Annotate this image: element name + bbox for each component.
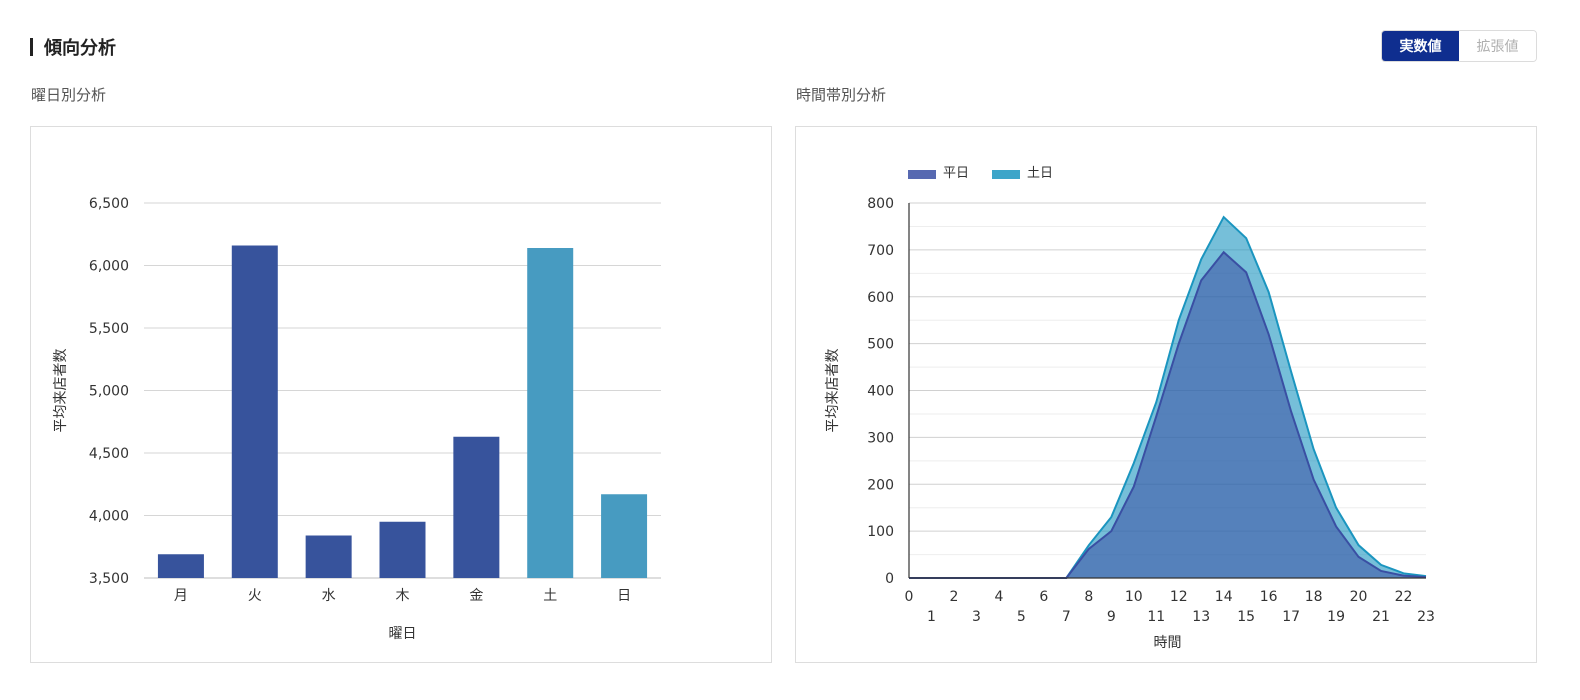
x-tick-label: 18 <box>1305 589 1323 605</box>
toggle-actual-button[interactable]: 実数値 <box>1382 31 1459 61</box>
legend-label-2: 土日 <box>1027 166 1053 181</box>
x-tick-label: 10 <box>1125 589 1143 605</box>
x-tick-label: 1 <box>927 609 936 625</box>
x-tick-label: 11 <box>1147 609 1165 625</box>
y-tick-label: 200 <box>867 477 894 493</box>
hourly-area-chart: 0100200300400500600700800012345678910111… <box>825 166 1435 651</box>
x-tick-label: 15 <box>1237 609 1255 625</box>
hourly-chart-panel: 0 100 200 300 400 500 600 700 800 0 1 2 3 4 5 6 7 8 9 10 11 1… <box>795 126 1537 663</box>
x-axis-title: 時間 <box>1154 635 1182 651</box>
x-tick-label: 日 <box>617 588 631 604</box>
x-tick-label: 14 <box>1215 589 1233 605</box>
bar-4 <box>379 521 426 578</box>
y-tick-label: 6,500 <box>89 196 129 212</box>
x-tick-label: 火 <box>248 588 262 604</box>
x-tick-label: 21 <box>1372 609 1390 625</box>
hourly-chart-title: 時間帯別分析 <box>796 86 887 104</box>
x-tick-label: 16 <box>1260 589 1278 605</box>
toggle-extended-button[interactable]: 拡張値 <box>1459 31 1536 61</box>
y-tick-label: 4,000 <box>89 509 129 525</box>
x-tick-label: 2 <box>949 589 958 605</box>
bar-6 <box>527 248 574 578</box>
y-tick-label: 600 <box>867 290 894 306</box>
x-tick-label: 水 <box>322 588 336 604</box>
y-axis-title: 平均来店者数 <box>53 349 69 433</box>
x-tick-label: 8 <box>1084 589 1093 605</box>
y-tick-label: 6,000 <box>89 259 129 275</box>
section-header: 傾向分析 <box>30 34 116 60</box>
y-tick-label: 5,000 <box>89 384 129 400</box>
x-tick-label: 12 <box>1170 589 1188 605</box>
y-tick-label: 800 <box>867 196 894 212</box>
legend-label-1: 平日 <box>943 166 969 181</box>
x-tick-label: 3 <box>972 609 981 625</box>
bar-2 <box>231 245 278 578</box>
x-tick-label: 9 <box>1107 609 1116 625</box>
y-tick-label: 300 <box>867 430 894 446</box>
bar-3 <box>305 535 352 578</box>
y-tick-label: 400 <box>867 384 894 400</box>
x-axis-title: 曜日 <box>389 626 417 642</box>
title-accent-bar <box>30 38 33 56</box>
bar-5 <box>453 436 500 578</box>
y-tick-label: 700 <box>867 243 894 259</box>
legend-swatch-2 <box>992 170 1020 179</box>
x-tick-label: 木 <box>396 588 410 604</box>
x-tick-label: 17 <box>1282 609 1300 625</box>
bar-1 <box>157 554 204 578</box>
x-tick-label: 22 <box>1395 589 1413 605</box>
x-tick-label: 月 <box>174 588 188 604</box>
x-tick-label: 土 <box>543 588 557 604</box>
y-tick-label: 0 <box>885 571 894 587</box>
area-fill-weekday <box>909 252 1426 578</box>
x-tick-label: 5 <box>1017 609 1026 625</box>
legend-swatch-1 <box>908 170 936 179</box>
weekday-chart-title: 曜日別分析 <box>31 86 107 104</box>
x-tick-label: 金 <box>469 588 483 604</box>
x-tick-label: 4 <box>994 589 1003 605</box>
x-tick-label: 19 <box>1327 609 1345 625</box>
y-tick-label: 100 <box>867 524 894 540</box>
bar-7 <box>601 494 648 578</box>
x-tick-label: 7 <box>1062 609 1071 625</box>
page-title: 傾向分析 <box>44 38 116 59</box>
y-tick-label: 3,500 <box>89 571 129 587</box>
x-tick-label: 13 <box>1192 609 1210 625</box>
y-tick-label: 500 <box>867 337 894 353</box>
x-tick-label: 6 <box>1039 589 1048 605</box>
value-mode-toggle[interactable]: 実数値 拡張値 <box>1381 30 1537 62</box>
y-tick-label: 5,500 <box>89 321 129 337</box>
weekday-chart-panel: 3,500 4,000 4,500 5,000 5,500 6,000 6,500 月 火 水 木 金… <box>30 126 772 663</box>
y-axis-title: 平均来店者数 <box>825 349 841 433</box>
y-tick-label: 4,500 <box>89 446 129 462</box>
weekday-bar-chart: 3,500 4,000 4,500 5,000 5,500 6,000 6,500 月 火 水 木 金… <box>53 196 661 642</box>
x-tick-label: 23 <box>1417 609 1435 625</box>
x-tick-label: 20 <box>1350 589 1368 605</box>
x-tick-label: 0 <box>905 589 914 605</box>
